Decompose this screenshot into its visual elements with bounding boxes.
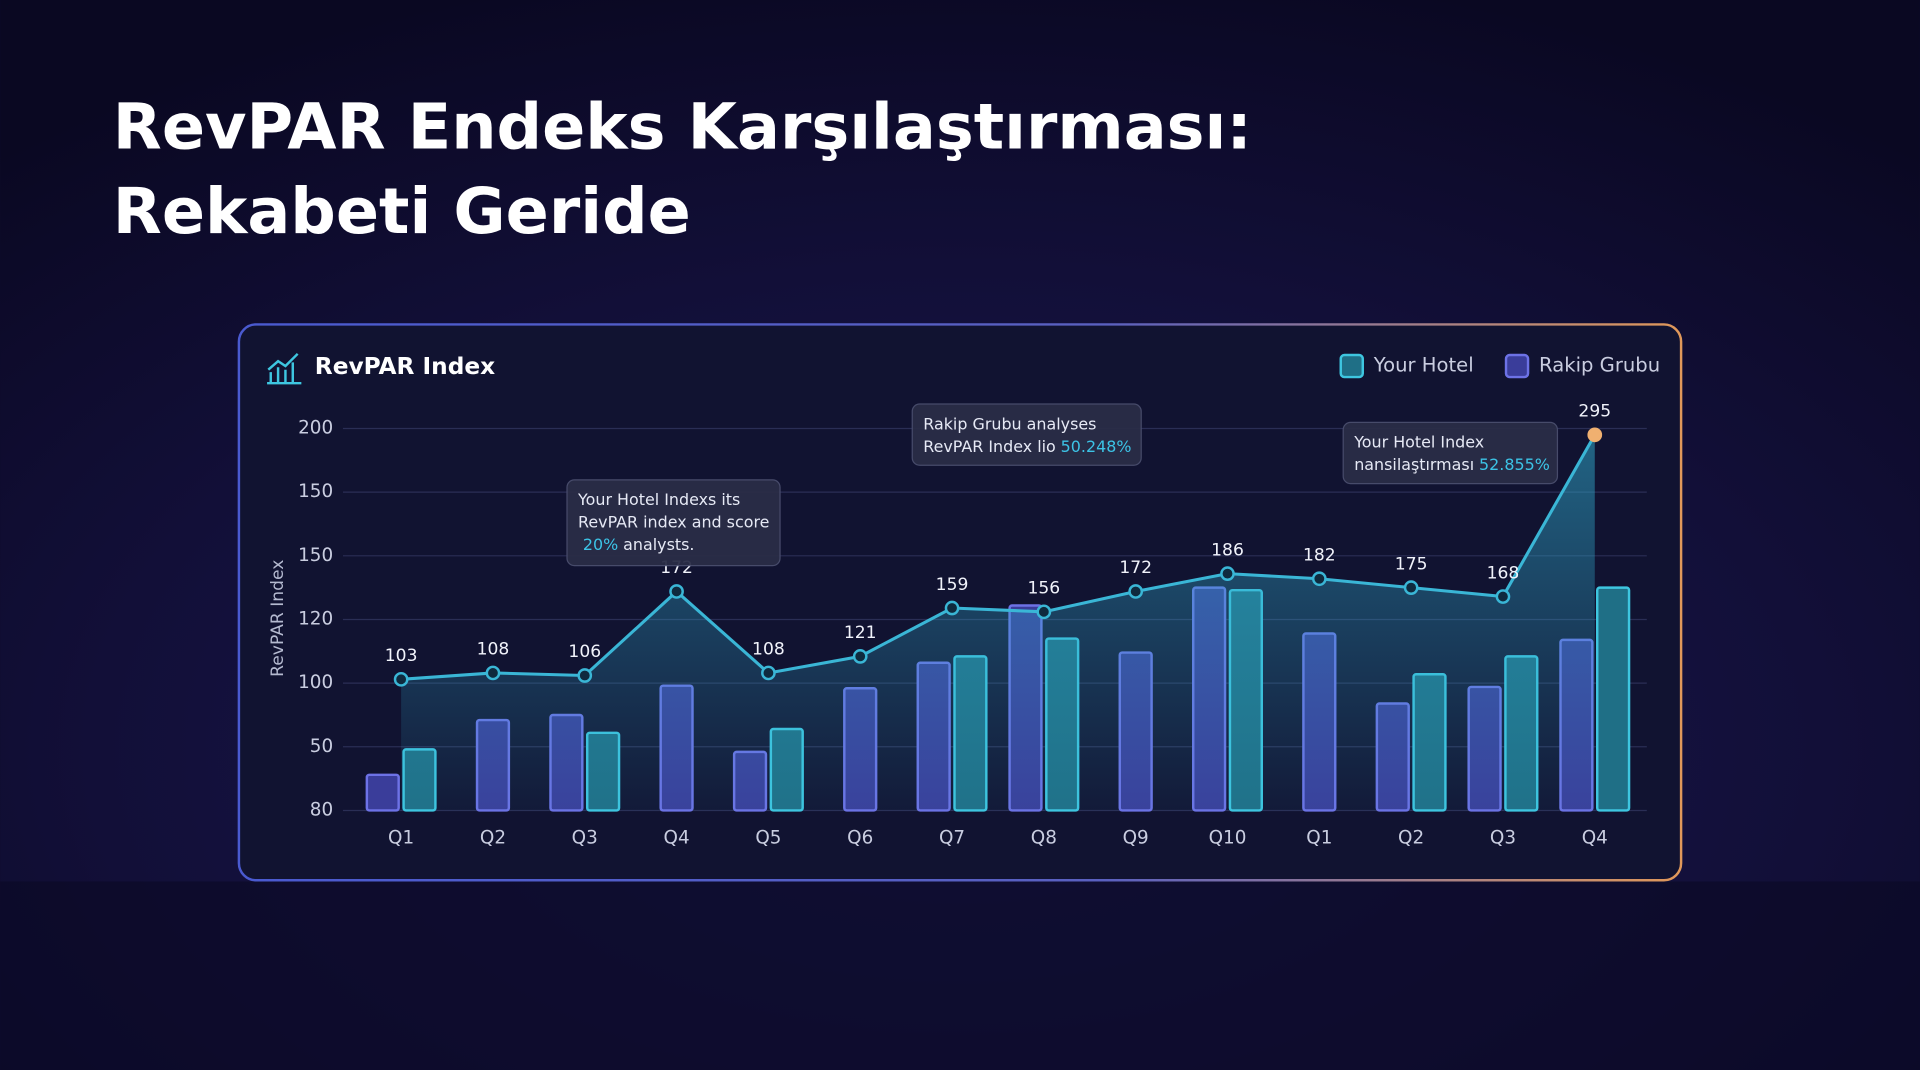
x-tick-label: Q3 [572,828,598,849]
y-tick-label: 200 [298,417,333,438]
y-tick-label: 80 [310,799,333,820]
annotation-highlight: 20% [583,534,618,553]
x-tick-label: Q5 [755,828,781,849]
annotation-text: 20% analysts. [583,534,695,553]
line-marker [1036,604,1052,620]
y-tick-label: 50 [310,736,333,757]
annotation-lead: nansilaştırması [1354,455,1474,474]
y-tick-label: 100 [298,672,333,693]
line-marker [1311,571,1327,587]
line-marker [1128,584,1144,599]
page-title: Rekabeti Geride [113,175,691,249]
line-marker [1495,589,1511,604]
line-value-label: 168 [1487,563,1520,583]
line-marker [761,665,776,681]
line-area [401,434,1595,811]
plot: 80 50 100 120 150 150 200 Your Hotel Rakip Grubu… [298,354,1660,849]
annotation-highlight: 52.855% [1479,455,1550,474]
annotation-box [566,479,781,567]
line-value-label: 295 [1578,402,1611,422]
y-tick-label: 150 [298,481,333,502]
annotation-lead: RevPAR Index lio [923,436,1056,455]
bar [365,773,400,812]
line-marker [1403,580,1419,595]
line-value-label: 159 [936,575,969,595]
legend-label: Your Hotel [1373,354,1474,377]
line-marker [1587,427,1603,443]
x-tick-label: Q2 [1398,828,1424,849]
legend-label: Rakip Grubu [1539,354,1660,377]
line-marker [577,668,593,683]
line-marker [393,671,409,687]
line-value-label: 121 [844,623,877,643]
annotation-text: Your Hotel Index [1353,433,1484,452]
y-tick-label: 150 [298,545,333,566]
annotation-box [911,403,1142,466]
annotation-text: nansilaştırması 52.855% [1354,455,1550,474]
chart-icon [267,352,302,385]
line-marker [852,649,868,664]
line [401,434,1597,681]
line-marker [485,665,501,681]
annotation-text: RevPAR Index lio 50.248% [923,436,1131,455]
annotation-highlight: 50.248% [1061,436,1132,455]
line-value-label: 175 [1395,554,1428,574]
x-tick-label: Q6 [847,828,873,849]
annotation-text: RevPAR index and score [578,512,769,531]
x-tick-label: Q2 [480,828,506,849]
chart-title: RevPAR Index [315,353,495,380]
x-tick-label: Q4 [664,828,690,849]
x-tick-label: Q4 [1582,828,1608,849]
floor [0,881,1920,1070]
legend-swatch [1339,353,1365,379]
legend-swatch [1504,353,1530,379]
line-value-label: 156 [1028,579,1061,599]
annotation-tail: analysts. [623,534,694,553]
x-tick-label: Q3 [1490,828,1516,849]
line-marker [944,600,960,616]
x-tick-label: Q10 [1209,828,1247,849]
y-tick-label: 120 [298,608,333,629]
annotation-text: Your Hotel Indexs its [577,490,740,509]
line-value-label: 103 [385,646,418,666]
line-value-label: 182 [1303,545,1336,565]
line-marker [1220,566,1235,581]
line-value-label: 172 [1119,558,1152,578]
line-value-label: 108 [752,640,785,660]
x-tick-label: Q8 [1031,828,1057,849]
x-tick-label: Q1 [388,828,414,849]
x-tick-label: Q7 [939,828,965,849]
annotation-box [1342,421,1559,485]
page-title: RevPAR Endeks Karşılaştırması: [113,91,1252,165]
y-axis-label: RevPAR Index [268,560,288,677]
line-marker [669,584,684,599]
bar [1596,586,1631,812]
line-value-label: 106 [568,642,601,662]
annotation-text: Rakip Grubu analyses [923,414,1096,433]
line-value-label: 186 [1211,540,1244,560]
x-tick-label: Q9 [1123,828,1149,849]
x-tick-label: Q1 [1306,828,1332,849]
line-value-label: 108 [477,640,510,660]
